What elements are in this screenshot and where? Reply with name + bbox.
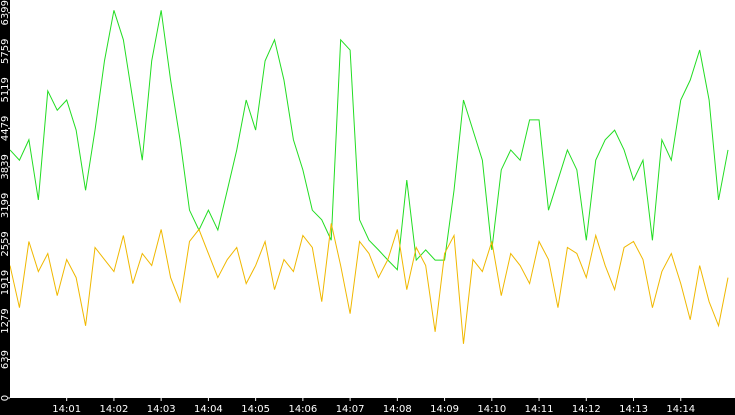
y-tick-label: 1279 <box>0 308 11 333</box>
x-tick-label: 14:08 <box>383 404 412 415</box>
x-tick-label: 14:04 <box>194 404 223 415</box>
x-tick-label: 14:05 <box>241 404 270 415</box>
y-axis-band <box>0 0 10 415</box>
x-tick-label: 14:11 <box>525 404 554 415</box>
x-tick-label: 14:06 <box>288 404 317 415</box>
x-tick-label: 14:09 <box>430 404 459 415</box>
series-line <box>9 10 729 271</box>
y-tick-label: 639 <box>0 350 11 369</box>
y-tick-label: 3839 <box>0 154 11 179</box>
axes: 0 639 1279 1919 2559 3199 3839 4479 5119 5759 6399… <box>0 0 696 415</box>
series-line <box>9 223 729 344</box>
y-tick-label: 3199 <box>0 193 11 218</box>
x-tick-label: 14:13 <box>619 404 648 415</box>
y-tick-label: 1919 <box>0 270 11 295</box>
y-tick-label: 2559 <box>0 231 11 256</box>
y-tick-label: 0 <box>0 395 11 401</box>
x-tick-label: 14:03 <box>147 404 176 415</box>
y-tick-label: 5119 <box>0 77 11 102</box>
x-tick-label: 14:12 <box>572 404 601 415</box>
y-tick-label: 6399 <box>0 0 11 25</box>
x-tick-label: 14:10 <box>477 404 506 415</box>
y-tick-label: 4479 <box>0 116 11 141</box>
x-tick-label: 14:14 <box>666 404 695 415</box>
x-tick-label: 14:01 <box>52 404 81 415</box>
x-axis-band <box>0 398 735 415</box>
x-tick-label: 14:02 <box>100 404 129 415</box>
y-tick-label: 5759 <box>0 39 11 64</box>
x-tick-label: 14:07 <box>336 404 365 415</box>
plot-area <box>9 10 729 344</box>
